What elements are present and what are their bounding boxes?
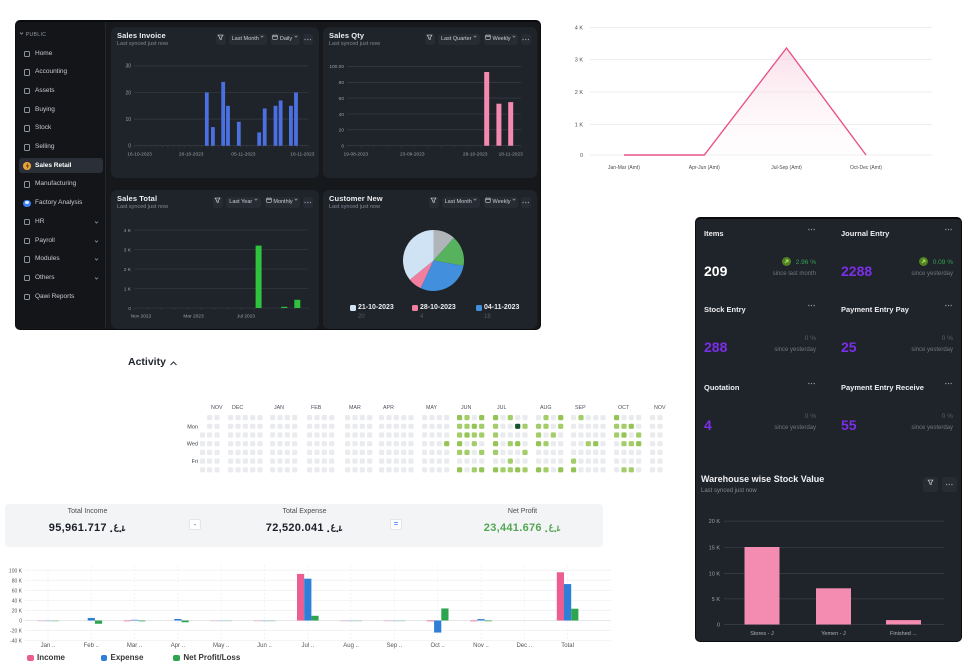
- svg-text:DEC: DEC: [232, 405, 243, 411]
- svg-text:-20 K: -20 K: [10, 629, 23, 635]
- svg-text:3 K: 3 K: [575, 58, 584, 64]
- svg-text:15 K: 15 K: [709, 546, 721, 552]
- svg-text:0: 0: [19, 619, 22, 625]
- svg-text:Jul 2023: Jul 2023: [237, 314, 255, 320]
- svg-text:0: 0: [128, 144, 131, 150]
- svg-text:Sep ..: Sep ..: [387, 643, 403, 649]
- svg-text:JUL: JUL: [497, 405, 506, 411]
- svg-text:28-10-2023: 28-10-2023: [463, 152, 488, 158]
- svg-text:Stores - J: Stores - J: [750, 631, 774, 637]
- svg-text:20 K: 20 K: [709, 519, 721, 525]
- svg-text:2 K: 2 K: [124, 267, 132, 273]
- svg-text:Jul ..: Jul ..: [301, 643, 314, 649]
- svg-text:80: 80: [339, 80, 345, 86]
- svg-text:0: 0: [580, 153, 583, 159]
- svg-text:NOV: NOV: [654, 405, 666, 411]
- svg-text:5 K: 5 K: [712, 597, 721, 603]
- svg-text:30: 30: [125, 64, 131, 70]
- svg-text:AUG: AUG: [540, 405, 551, 411]
- svg-text:60: 60: [339, 96, 345, 102]
- svg-text:4 K: 4 K: [575, 26, 584, 32]
- svg-text:Total: Total: [561, 643, 574, 649]
- svg-text:0: 0: [128, 306, 131, 312]
- svg-text:2 K: 2 K: [575, 90, 584, 96]
- svg-text:3 K: 3 K: [124, 247, 132, 253]
- svg-text:18-11-2023: 18-11-2023: [499, 152, 524, 158]
- svg-text:JUN: JUN: [461, 405, 471, 411]
- svg-text:4 K: 4 K: [124, 228, 132, 234]
- svg-text:Apr ..: Apr ..: [171, 643, 186, 649]
- svg-text:1 K: 1 K: [124, 286, 132, 292]
- svg-text:APR: APR: [383, 405, 394, 411]
- svg-text:Fri: Fri: [192, 459, 198, 465]
- svg-text:NOV: NOV: [211, 405, 223, 411]
- svg-text:Mar ..: Mar ..: [127, 643, 143, 649]
- svg-text:0: 0: [717, 623, 720, 629]
- svg-text:Oct-Dec (Amt): Oct-Dec (Amt): [850, 165, 882, 171]
- svg-text:20 K: 20 K: [12, 609, 23, 615]
- svg-text:80 K: 80 K: [12, 578, 23, 584]
- svg-text:Jul-Sep (Amt): Jul-Sep (Amt): [771, 165, 802, 171]
- svg-text:FEB: FEB: [311, 405, 322, 411]
- svg-text:Oct ..: Oct ..: [431, 643, 446, 649]
- svg-text:16-11-2023: 16-11-2023: [290, 152, 315, 158]
- svg-text:Jan ..: Jan ..: [41, 643, 56, 649]
- svg-text:Yemen - J: Yemen - J: [821, 631, 846, 637]
- svg-text:26-10-2023: 26-10-2023: [179, 152, 204, 158]
- svg-text:Mon: Mon: [187, 424, 198, 430]
- svg-text:05-11-2023: 05-11-2023: [231, 152, 256, 158]
- svg-text:100 K: 100 K: [9, 568, 23, 574]
- svg-text:May ..: May ..: [213, 643, 230, 649]
- svg-text:10: 10: [125, 117, 131, 123]
- svg-text:Apr-Jun (Amt): Apr-Jun (Amt): [689, 165, 720, 171]
- svg-text:Nov ..: Nov ..: [473, 643, 489, 649]
- svg-text:Feb ..: Feb ..: [84, 643, 100, 649]
- svg-text:Finished ...: Finished ...: [890, 631, 917, 637]
- svg-text:20: 20: [125, 90, 131, 96]
- svg-text:16-10-2023: 16-10-2023: [127, 152, 152, 158]
- svg-text:23-09-2023: 23-09-2023: [400, 152, 425, 158]
- svg-text:1 K: 1 K: [575, 123, 584, 129]
- svg-text:60 K: 60 K: [12, 588, 23, 594]
- svg-text:20: 20: [339, 128, 345, 134]
- svg-text:Nov 2022: Nov 2022: [131, 314, 152, 320]
- svg-text:OCT: OCT: [618, 405, 630, 411]
- svg-text:SEP: SEP: [575, 405, 586, 411]
- svg-text:19-08-2023: 19-08-2023: [344, 152, 369, 158]
- svg-text:Aug ..: Aug ..: [343, 643, 359, 649]
- svg-text:10 K: 10 K: [709, 572, 721, 578]
- svg-text:Mar 2023: Mar 2023: [183, 314, 204, 320]
- svg-text:JAN: JAN: [274, 405, 284, 411]
- svg-text:MAR: MAR: [349, 405, 361, 411]
- svg-text:MAY: MAY: [426, 405, 438, 411]
- svg-text:100.00: 100.00: [329, 64, 344, 70]
- svg-text:Dec ..: Dec ..: [516, 643, 532, 649]
- svg-text:0: 0: [341, 144, 344, 150]
- svg-text:Wed: Wed: [187, 442, 198, 448]
- svg-text:-40 K: -40 K: [10, 639, 23, 645]
- svg-text:Jan-Mar (Amt): Jan-Mar (Amt): [608, 165, 640, 171]
- svg-text:40: 40: [339, 112, 345, 118]
- svg-text:Jun ..: Jun ..: [257, 643, 272, 649]
- svg-text:40 K: 40 K: [12, 598, 23, 604]
